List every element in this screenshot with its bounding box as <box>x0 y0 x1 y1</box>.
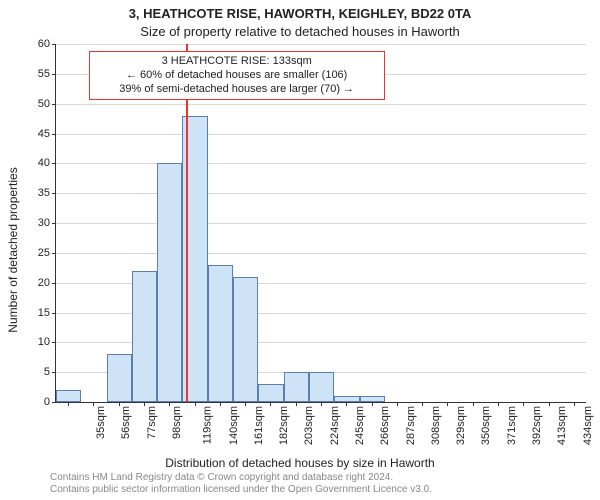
histogram-bar <box>309 372 334 402</box>
xtick-label: 287sqm <box>405 406 417 445</box>
xtick-label: 203sqm <box>304 406 316 445</box>
xtick-mark <box>346 402 347 406</box>
gridline <box>56 163 586 164</box>
footer: Contains HM Land Registry data © Crown c… <box>50 472 590 496</box>
xtick-mark <box>93 402 94 406</box>
ytick-label: 45 <box>38 128 56 140</box>
xtick-mark <box>270 402 271 406</box>
ytick-label: 5 <box>44 366 56 378</box>
xtick-label: 434sqm <box>582 406 594 445</box>
xtick-label: 266sqm <box>379 406 391 445</box>
xtick-label: 350sqm <box>481 406 493 445</box>
xtick-label: 56sqm <box>120 406 132 439</box>
annotation-line-3: 39% of semi-detached houses are larger (… <box>96 83 378 97</box>
xtick-label: 161sqm <box>253 406 265 445</box>
annotation-box: 3 HEATHCOTE RISE: 133sqm← 60% of detache… <box>89 51 385 100</box>
xtick-label: 245sqm <box>354 406 366 445</box>
xtick-mark <box>523 402 524 406</box>
xtick-label: 140sqm <box>228 406 240 445</box>
xtick-label: 77sqm <box>146 406 158 439</box>
title-line-1: 3, HEATHCOTE RISE, HAWORTH, KEIGHLEY, BD… <box>0 6 600 21</box>
ytick-label: 60 <box>38 38 56 50</box>
xtick-mark <box>397 402 398 406</box>
x-axis-label: Distribution of detached houses by size … <box>0 456 600 470</box>
xtick-mark <box>447 402 448 406</box>
y-axis-label: Number of detached properties <box>6 167 20 332</box>
xtick-label: 98sqm <box>171 406 183 439</box>
xtick-mark <box>195 402 196 406</box>
xtick-label: 392sqm <box>531 406 543 445</box>
xtick-mark <box>498 402 499 406</box>
histogram-bar <box>56 390 81 402</box>
ytick-label: 55 <box>38 68 56 80</box>
xtick-mark <box>321 402 322 406</box>
xtick-mark <box>372 402 373 406</box>
xtick-mark <box>68 402 69 406</box>
footer-line-1: Contains HM Land Registry data © Crown c… <box>50 472 590 484</box>
ytick-label: 50 <box>38 98 56 110</box>
ytick-label: 40 <box>38 157 56 169</box>
xtick-mark <box>169 402 170 406</box>
xtick-label: 308sqm <box>430 406 442 445</box>
ytick-label: 30 <box>38 217 56 229</box>
xtick-mark <box>220 402 221 406</box>
chart-container: 3, HEATHCOTE RISE, HAWORTH, KEIGHLEY, BD… <box>0 0 600 500</box>
xtick-mark <box>422 402 423 406</box>
gridline <box>56 134 586 135</box>
gridline <box>56 253 586 254</box>
histogram-bar <box>284 372 309 402</box>
gridline <box>56 44 586 45</box>
histogram-bar <box>157 163 182 402</box>
xtick-label: 413sqm <box>557 406 569 445</box>
ytick-label: 25 <box>38 247 56 259</box>
ytick-label: 0 <box>44 396 56 408</box>
histogram-bar <box>258 384 283 402</box>
histogram-bar <box>208 265 233 402</box>
histogram-bar <box>233 277 258 402</box>
annotation-line-1: 3 HEATHCOTE RISE: 133sqm <box>96 55 378 69</box>
ytick-label: 35 <box>38 187 56 199</box>
xtick-label: 224sqm <box>329 406 341 445</box>
xtick-mark <box>245 402 246 406</box>
annotation-line-2: ← 60% of detached houses are smaller (10… <box>96 69 378 83</box>
title-line-2: Size of property relative to detached ho… <box>0 24 600 39</box>
xtick-label: 119sqm <box>202 406 214 444</box>
gridline <box>56 223 586 224</box>
xtick-mark <box>574 402 575 406</box>
xtick-mark <box>296 402 297 406</box>
xtick-mark <box>144 402 145 406</box>
gridline <box>56 193 586 194</box>
xtick-mark <box>473 402 474 406</box>
gridline <box>56 104 586 105</box>
histogram-bar <box>107 354 132 402</box>
plot-area: 05101520253035404550556035sqm56sqm77sqm9… <box>55 44 586 403</box>
histogram-bar <box>132 271 157 402</box>
footer-line-2: Contains public sector information licen… <box>50 484 590 496</box>
xtick-label: 371sqm <box>506 406 518 445</box>
xtick-label: 182sqm <box>278 406 290 445</box>
ytick-label: 20 <box>38 277 56 289</box>
ytick-label: 15 <box>38 307 56 319</box>
xtick-label: 329sqm <box>455 406 467 445</box>
xtick-label: 35sqm <box>95 406 107 439</box>
ytick-label: 10 <box>38 336 56 348</box>
xtick-mark <box>119 402 120 406</box>
xtick-mark <box>549 402 550 406</box>
